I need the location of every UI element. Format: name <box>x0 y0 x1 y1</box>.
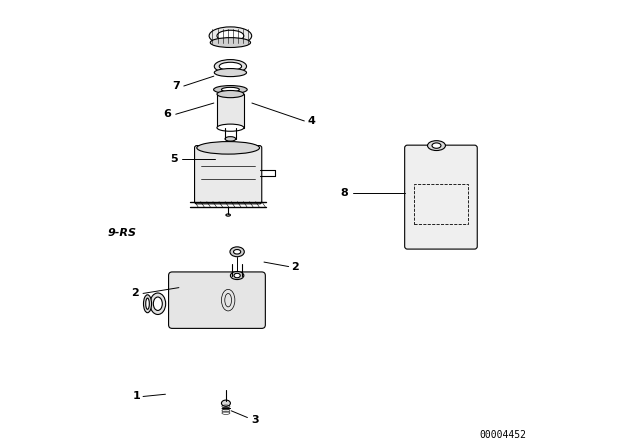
Text: 1: 1 <box>132 392 140 401</box>
Ellipse shape <box>211 38 251 47</box>
Ellipse shape <box>234 250 241 254</box>
Ellipse shape <box>230 247 244 257</box>
FancyBboxPatch shape <box>195 146 262 204</box>
Ellipse shape <box>234 273 240 278</box>
Text: 9-RS: 9-RS <box>108 228 136 238</box>
Ellipse shape <box>428 141 445 151</box>
Ellipse shape <box>220 62 242 70</box>
Ellipse shape <box>217 30 244 42</box>
Ellipse shape <box>432 143 441 148</box>
Text: 5: 5 <box>171 154 178 164</box>
Ellipse shape <box>217 124 244 131</box>
Ellipse shape <box>214 69 246 77</box>
Ellipse shape <box>209 27 252 45</box>
Ellipse shape <box>146 298 149 309</box>
Ellipse shape <box>230 271 244 280</box>
Ellipse shape <box>226 214 230 216</box>
Text: 6: 6 <box>164 109 172 119</box>
FancyBboxPatch shape <box>168 272 266 328</box>
Text: 2: 2 <box>291 262 300 271</box>
Ellipse shape <box>221 87 239 92</box>
Ellipse shape <box>154 297 163 310</box>
Ellipse shape <box>225 137 236 141</box>
Text: 7: 7 <box>172 81 180 91</box>
Ellipse shape <box>221 400 230 406</box>
Ellipse shape <box>197 142 260 154</box>
Ellipse shape <box>143 295 152 313</box>
Ellipse shape <box>214 60 246 73</box>
Ellipse shape <box>217 90 244 98</box>
Polygon shape <box>217 94 244 128</box>
Text: 00004452: 00004452 <box>479 430 526 439</box>
Text: 2: 2 <box>132 289 140 298</box>
Bar <box>414 184 468 224</box>
Text: 8: 8 <box>340 188 349 198</box>
Text: 3: 3 <box>252 415 259 425</box>
Text: 4: 4 <box>307 116 315 126</box>
Ellipse shape <box>150 293 166 314</box>
Ellipse shape <box>214 86 247 94</box>
FancyBboxPatch shape <box>404 145 477 249</box>
